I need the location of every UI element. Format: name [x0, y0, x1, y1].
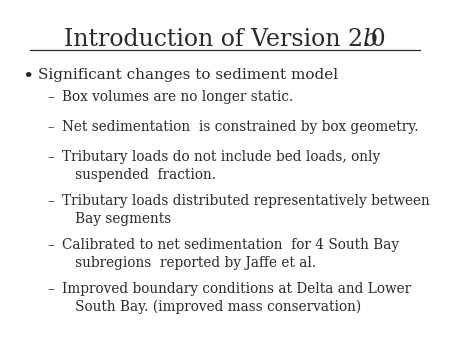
Text: b: b	[363, 28, 378, 51]
Text: –: –	[47, 90, 54, 104]
Text: –: –	[47, 120, 54, 134]
Text: Improved boundary conditions at Delta and Lower
   South Bay. (improved mass con: Improved boundary conditions at Delta an…	[62, 282, 411, 314]
Text: –: –	[47, 150, 54, 164]
Text: Box volumes are no longer static.: Box volumes are no longer static.	[62, 90, 293, 104]
Text: Calibrated to net sedimentation  for 4 South Bay
   subregions  reported by Jaff: Calibrated to net sedimentation for 4 So…	[62, 238, 399, 270]
Text: •: •	[22, 68, 33, 86]
Text: –: –	[47, 282, 54, 296]
Text: –: –	[47, 238, 54, 252]
Text: Net sedimentation  is constrained by box geometry.: Net sedimentation is constrained by box …	[62, 120, 419, 134]
Text: Significant changes to sediment model: Significant changes to sediment model	[38, 68, 338, 82]
Text: Introduction of Version 2.0: Introduction of Version 2.0	[64, 28, 386, 51]
Text: Tributary loads do not include bed loads, only
   suspended  fraction.: Tributary loads do not include bed loads…	[62, 150, 380, 182]
Text: –: –	[47, 194, 54, 208]
Text: Tributary loads distributed representatively between
   Bay segments: Tributary loads distributed representati…	[62, 194, 430, 226]
